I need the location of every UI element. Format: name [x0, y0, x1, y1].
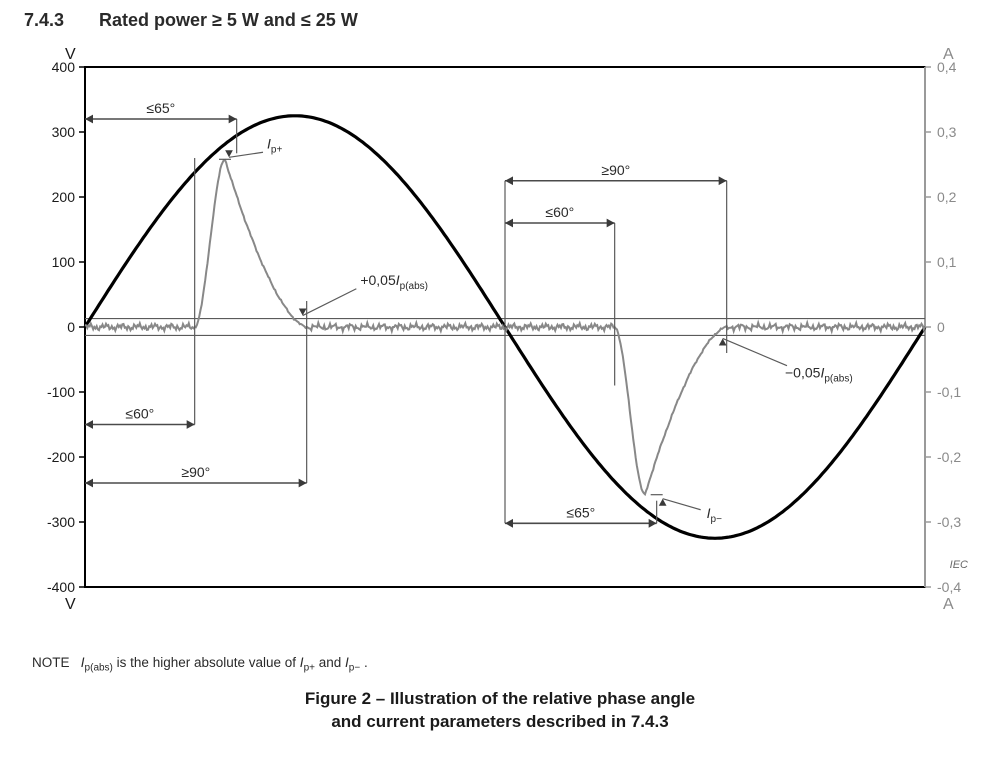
- svg-text:Ip+: Ip+: [267, 135, 282, 155]
- svg-text:0: 0: [937, 319, 945, 335]
- svg-text:≥90°: ≥90°: [601, 162, 630, 178]
- svg-text:−0,05Ip(abs): −0,05Ip(abs): [785, 365, 853, 385]
- note-body: is the higher absolute value of: [117, 655, 300, 670]
- svg-text:≤60°: ≤60°: [545, 204, 574, 220]
- note-ip2-sub: p−: [349, 663, 360, 674]
- svg-text:-400: -400: [47, 579, 75, 595]
- svg-text:≤65°: ≤65°: [566, 504, 595, 520]
- svg-text:-200: -200: [47, 449, 75, 465]
- svg-text:-300: -300: [47, 514, 75, 530]
- svg-text:≤65°: ≤65°: [146, 100, 175, 116]
- svg-text:≥90°: ≥90°: [181, 464, 210, 480]
- note-ip1-sub: p+: [304, 663, 315, 674]
- svg-text:0,3: 0,3: [937, 124, 957, 140]
- section-heading: 7.4.3 Rated power ≥ 5 W and ≤ 25 W: [24, 10, 980, 31]
- svg-text:300: 300: [52, 124, 76, 140]
- svg-text:V: V: [65, 596, 76, 613]
- svg-text:0,2: 0,2: [937, 189, 957, 205]
- svg-text:-0,4: -0,4: [937, 579, 961, 595]
- svg-text:-0,2: -0,2: [937, 449, 961, 465]
- note-prefix: NOTE: [32, 655, 70, 670]
- note-tail: .: [364, 655, 368, 670]
- page: 7.4.3 Rated power ≥ 5 W and ≤ 25 W -400 -…: [0, 0, 1000, 784]
- svg-text:0,1: 0,1: [937, 254, 957, 270]
- svg-text:Ip−: Ip−: [707, 505, 722, 525]
- caption-line2: and current parameters described in 7.4.…: [331, 712, 668, 731]
- caption-line1: Figure 2 – Illustration of the relative …: [305, 689, 695, 708]
- svg-text:100: 100: [52, 254, 76, 270]
- svg-text:A: A: [943, 46, 954, 63]
- svg-text:200: 200: [52, 189, 76, 205]
- svg-text:-0,3: -0,3: [937, 514, 961, 530]
- waveform-chart: -400-300-200-1000100200300400-0,4-0,3-0,…: [30, 37, 970, 637]
- section-number: 7.4.3: [24, 10, 94, 31]
- note-ipabs-sub: p(abs): [85, 663, 113, 674]
- svg-text:+0,05Ip(abs): +0,05Ip(abs): [360, 272, 428, 292]
- note-sep: and: [319, 655, 345, 670]
- svg-text:0: 0: [67, 319, 75, 335]
- svg-text:A: A: [943, 596, 954, 613]
- figure-caption: Figure 2 – Illustration of the relative …: [20, 688, 980, 734]
- svg-text:V: V: [65, 46, 76, 63]
- chart-container: -400-300-200-1000100200300400-0,4-0,3-0,…: [30, 37, 970, 637]
- svg-text:-0,1: -0,1: [937, 384, 961, 400]
- svg-text:-100: -100: [47, 384, 75, 400]
- note-line: NOTE Ip(abs) is the higher absolute valu…: [32, 655, 980, 674]
- iec-mark: IEC: [950, 559, 968, 571]
- svg-text:≤60°: ≤60°: [125, 406, 154, 422]
- section-title: Rated power ≥ 5 W and ≤ 25 W: [99, 10, 358, 30]
